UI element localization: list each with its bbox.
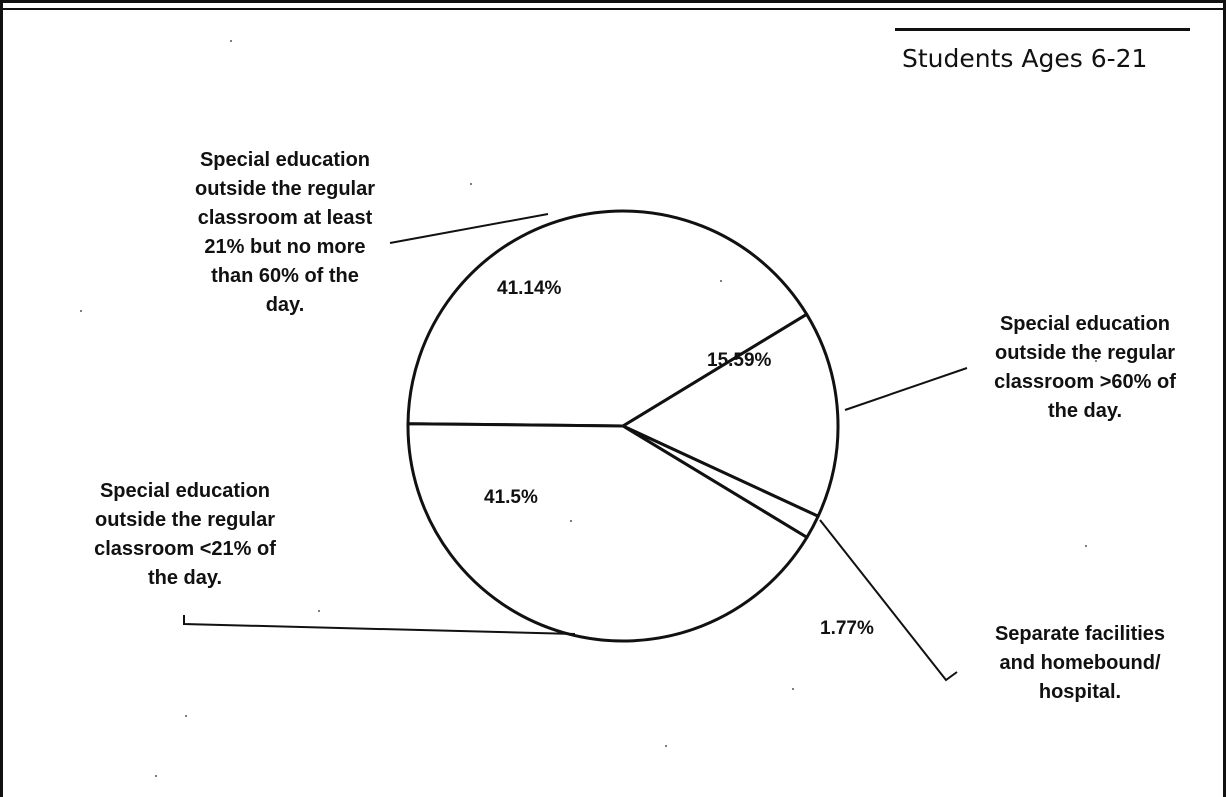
- scan-speck: [80, 310, 82, 312]
- slice-value-under-21: 41.5%: [484, 487, 538, 508]
- leader-lines: [183, 213, 968, 682]
- leader-line-over-60: [844, 367, 968, 411]
- slice-over-60: [621, 312, 840, 518]
- slice-21-to-60: [406, 209, 809, 428]
- leader-line-under-21: [183, 615, 576, 635]
- slice-label-over-60: Special education outside the regular cl…: [994, 313, 1176, 422]
- top-rule: [0, 8, 1226, 10]
- scan-speck: [1095, 360, 1097, 362]
- scan-speck: [470, 183, 472, 185]
- scan-speck: [665, 745, 667, 747]
- scan-speck: [230, 40, 232, 42]
- scan-speck: [155, 775, 157, 777]
- scan-speck: [792, 688, 794, 690]
- scan-speck: [1085, 545, 1087, 547]
- slice-value-21-to-60: 41.14%: [497, 278, 562, 299]
- slice-label-21-to-60: Special education outside the regular cl…: [194, 149, 376, 316]
- scan-speck: [570, 520, 572, 522]
- leader-line-separate-facilities: [819, 519, 958, 682]
- scan-speck: [720, 280, 722, 282]
- scan-speck: [318, 610, 320, 612]
- slice-value-over-60: 15.59%: [707, 350, 772, 371]
- slice-label-separate-facilities: Separate facilities and homebound/ hospi…: [994, 623, 1166, 703]
- leader-line-21-to-60: [389, 213, 549, 244]
- title-rule: [895, 28, 1190, 31]
- slice-value-separate-facilities: 1.77%: [820, 618, 874, 639]
- scan-speck: [185, 715, 187, 717]
- chart-title: Students Ages 6-21: [902, 44, 1148, 73]
- slice-label-under-21: Special education outside the regular cl…: [94, 480, 276, 589]
- pie-slices: [406, 209, 840, 643]
